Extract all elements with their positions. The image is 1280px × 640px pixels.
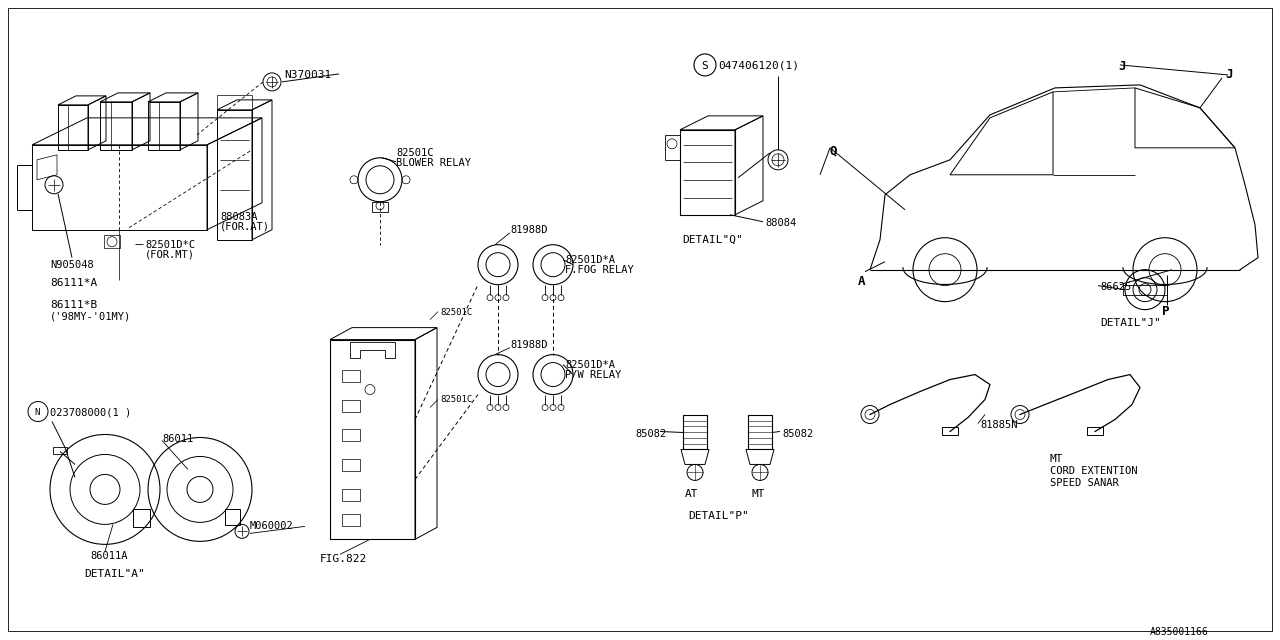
Text: Q: Q	[829, 145, 837, 158]
Text: 82501D*C: 82501D*C	[145, 240, 195, 250]
Bar	[342, 429, 360, 442]
Text: 86011A: 86011A	[90, 551, 128, 561]
Text: P/W RELAY: P/W RELAY	[564, 369, 621, 380]
Text: 82501D*A: 82501D*A	[564, 360, 614, 369]
Text: 82501C: 82501C	[440, 394, 472, 404]
Text: 86625: 86625	[1100, 282, 1132, 292]
Bar	[342, 460, 360, 472]
Text: 85082: 85082	[635, 429, 667, 440]
Text: 047406120(1): 047406120(1)	[718, 61, 799, 71]
Text: MT: MT	[1050, 454, 1064, 465]
Text: 85082: 85082	[782, 429, 813, 440]
Text: S: S	[701, 61, 708, 71]
Text: N: N	[35, 408, 40, 417]
Text: (FOR.MT): (FOR.MT)	[145, 250, 195, 260]
Text: 82501C: 82501C	[396, 148, 434, 158]
Text: DETAIL"Q": DETAIL"Q"	[682, 235, 742, 244]
Text: 86111*B: 86111*B	[50, 300, 97, 310]
Text: 81885N: 81885N	[980, 419, 1018, 429]
Text: MT: MT	[753, 490, 765, 499]
Text: N905048: N905048	[50, 260, 93, 269]
Text: CORD EXTENTION: CORD EXTENTION	[1050, 467, 1138, 476]
Text: 88084: 88084	[765, 218, 796, 228]
Text: 81988D: 81988D	[509, 340, 548, 349]
Text: DETAIL"A": DETAIL"A"	[84, 570, 146, 579]
Text: AT: AT	[685, 490, 699, 499]
Text: J: J	[1117, 60, 1125, 73]
Text: SPEED SANAR: SPEED SANAR	[1050, 479, 1119, 488]
Text: F.FOG RELAY: F.FOG RELAY	[564, 265, 634, 275]
Bar	[342, 490, 360, 501]
Text: 88083A: 88083A	[220, 212, 257, 221]
Text: A835001166: A835001166	[1149, 627, 1208, 637]
Text: ('98MY-'01MY): ('98MY-'01MY)	[50, 312, 132, 322]
Text: 82501D*A: 82501D*A	[564, 255, 614, 265]
Text: 82501C: 82501C	[440, 308, 472, 317]
Text: (FOR.AT): (FOR.AT)	[220, 221, 270, 232]
Text: M060002: M060002	[250, 522, 293, 531]
Text: DETAIL"J": DETAIL"J"	[1100, 317, 1161, 328]
Bar	[342, 399, 360, 412]
Bar	[342, 369, 360, 381]
Text: 81988D: 81988D	[509, 225, 548, 235]
Text: J: J	[1225, 68, 1233, 81]
Text: DETAIL"P": DETAIL"P"	[689, 511, 749, 522]
Text: BLOWER RELAY: BLOWER RELAY	[396, 158, 471, 168]
Text: 023708000(1 ): 023708000(1 )	[50, 408, 132, 417]
Text: FIG.822: FIG.822	[320, 554, 367, 564]
Text: 86111*A: 86111*A	[50, 278, 97, 287]
Text: 86011: 86011	[163, 435, 193, 445]
Bar	[342, 515, 360, 526]
Text: A: A	[858, 275, 865, 287]
Text: N370031: N370031	[284, 70, 332, 80]
Text: P: P	[1162, 305, 1170, 317]
